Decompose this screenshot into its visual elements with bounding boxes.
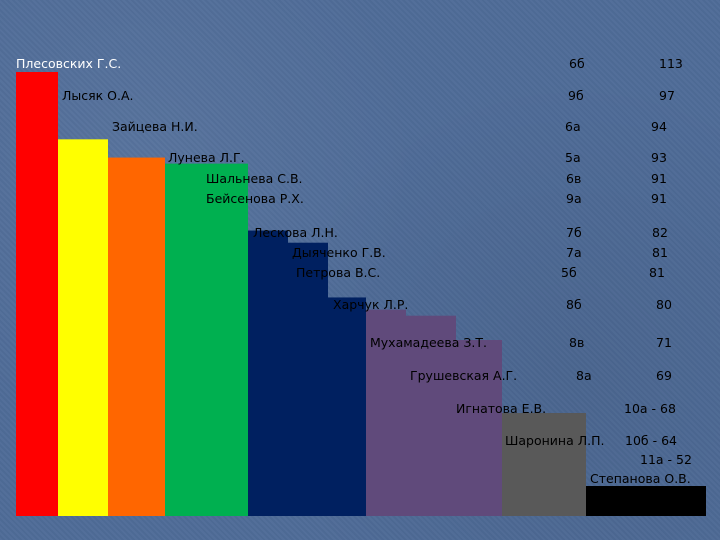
teacher-label: Харчук Л.Р. <box>333 297 409 312</box>
value-label: 93 <box>651 150 667 165</box>
class-label: 6а <box>565 119 581 134</box>
value-label: 97 <box>659 88 675 103</box>
class-label: 8б <box>566 297 582 312</box>
class-label: 7а <box>566 245 582 260</box>
class-label: 8в <box>569 335 585 350</box>
value-label: 94 <box>651 119 667 134</box>
value-label: 11а - 52 <box>640 452 692 467</box>
teacher-label: Шаронина Л.П. <box>505 433 605 448</box>
teacher-label: Лысяк О.А. <box>62 88 134 103</box>
bar-8 <box>406 315 456 516</box>
value-label: 91 <box>651 191 667 206</box>
bar-0 <box>16 72 58 516</box>
value-label: 113 <box>659 56 683 71</box>
class-label: 9б <box>568 88 584 103</box>
teacher-label: Лунева Л.Г. <box>168 150 245 165</box>
teacher-label: Бейсенова Р.Х. <box>206 191 304 206</box>
bar-2 <box>108 157 165 516</box>
teacher-label: Шальнева С.В. <box>206 171 303 186</box>
class-label: 5а <box>565 150 581 165</box>
teacher-label: Игнатова Е.В. <box>456 401 547 416</box>
value-label: 10а - 68 <box>624 401 676 416</box>
teacher-label: Лескова Л.Н. <box>253 225 338 240</box>
bar-6 <box>328 297 366 516</box>
bar-1 <box>58 139 108 516</box>
class-label: 5б <box>561 265 577 280</box>
class-label: 6в <box>566 171 582 186</box>
teacher-label: Дыяченко Г.В. <box>292 245 386 260</box>
class-label: 8а <box>576 368 592 383</box>
teacher-label: Петрова В.С. <box>296 265 381 280</box>
teacher-label: Степанова О.В. <box>590 471 691 486</box>
teacher-label: Мухамадеева З.Т. <box>370 335 487 350</box>
bar-9 <box>456 340 502 516</box>
value-label: 81 <box>652 245 668 260</box>
value-label: 10б - 64 <box>625 433 677 448</box>
value-label: 80 <box>656 297 672 312</box>
class-label: 9а <box>566 191 582 206</box>
value-label: 81 <box>649 265 665 280</box>
value-label: 71 <box>656 335 672 350</box>
bar-11 <box>586 486 706 516</box>
teacher-label: Зайцева Н.И. <box>112 119 198 134</box>
class-label: 6б <box>569 56 585 71</box>
bar-7 <box>366 309 406 516</box>
class-label: 7б <box>566 225 582 240</box>
bar-5 <box>288 242 328 516</box>
teacher-label: Плесовских Г.С. <box>16 56 122 71</box>
bar-10 <box>502 413 586 516</box>
teacher-label: Грушевская А.Г. <box>410 368 518 383</box>
bar-3 <box>165 163 248 516</box>
bar-4 <box>248 230 288 516</box>
value-label: 91 <box>651 171 667 186</box>
value-label: 82 <box>652 225 668 240</box>
value-label: 69 <box>656 368 672 383</box>
